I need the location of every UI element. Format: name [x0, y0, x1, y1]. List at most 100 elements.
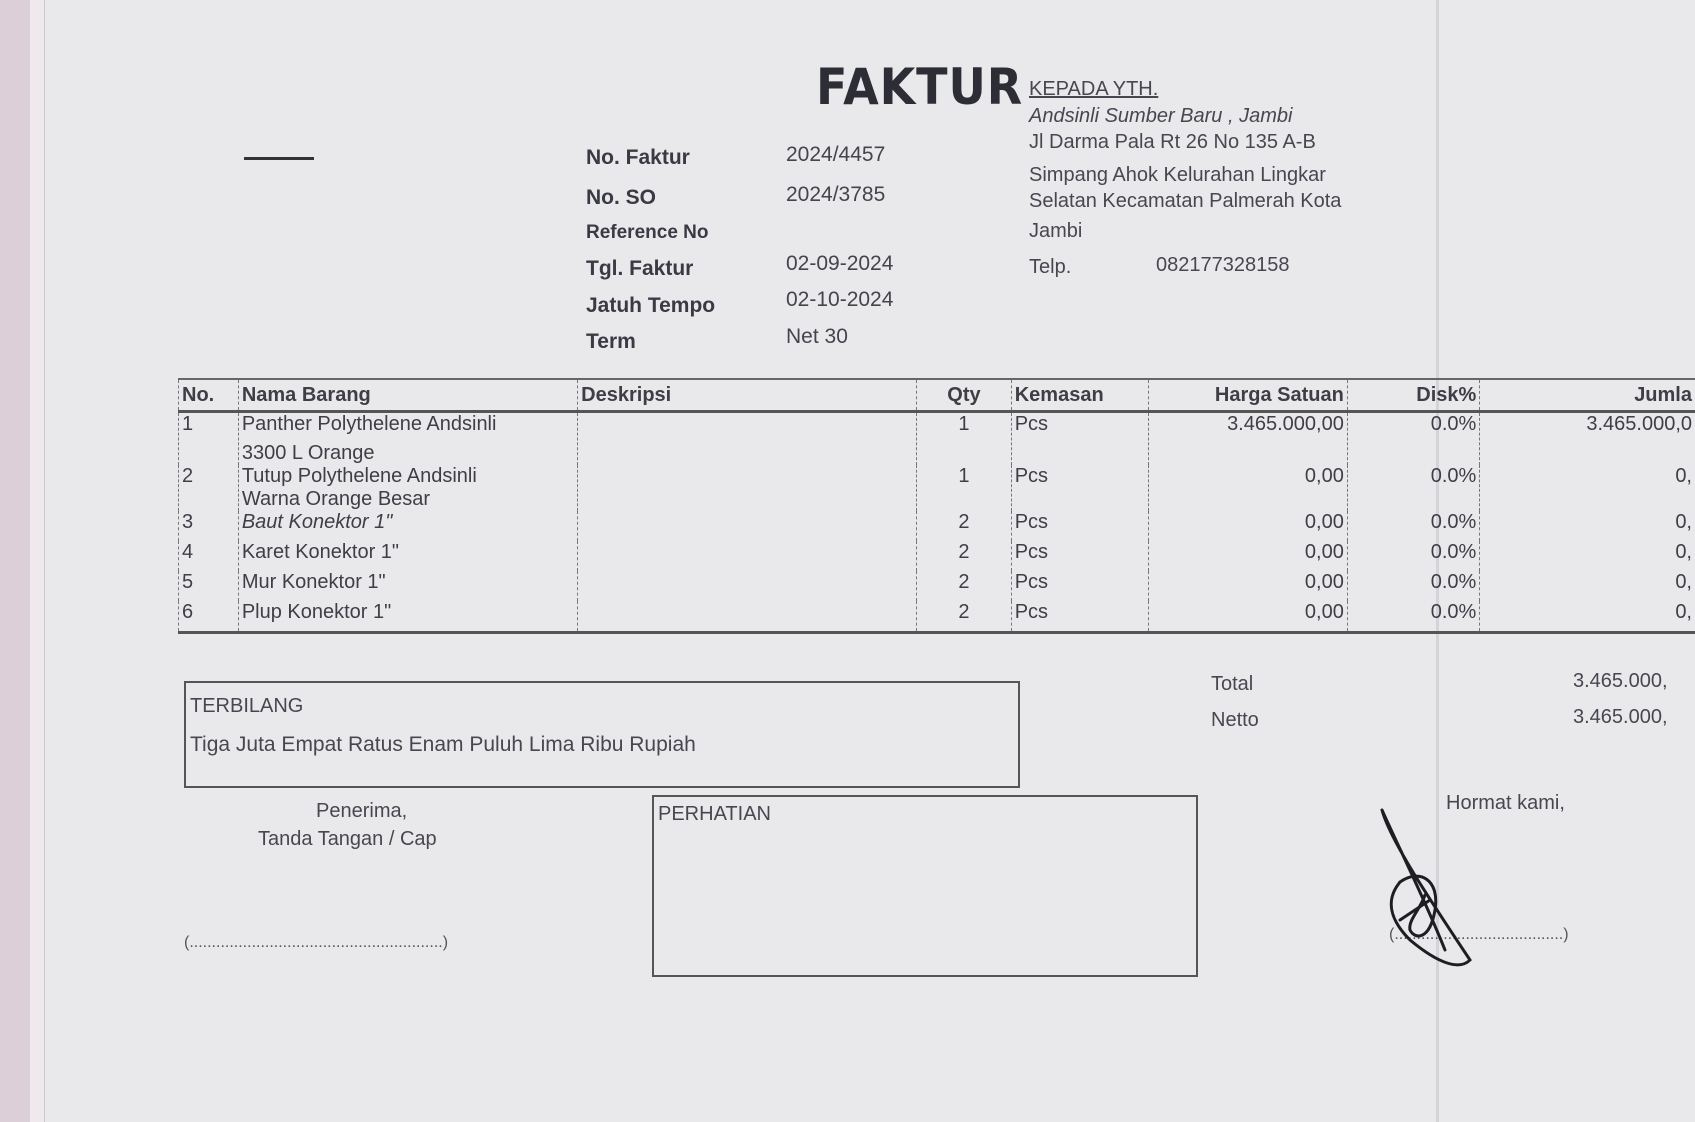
paper-margin	[30, 0, 45, 1122]
item-name-cont: Warna Orange Besar	[241, 488, 431, 510]
perhatian-label: PERHATIAN	[658, 803, 771, 825]
cell-no: 1	[178, 411, 239, 465]
table-row: 6 Plup Konektor 1" 2 Pcs 0,00 0.0% 0,	[178, 601, 1695, 634]
col-no: No.	[178, 378, 239, 413]
info-value: 02-09-2024	[786, 252, 894, 275]
cell-price: 0,00	[1148, 511, 1348, 541]
table-row: 2 Tutup Polythelene Andsinli Warna Orange…	[178, 465, 1695, 511]
table-row: 4 Karet Konektor 1" 2 Pcs 0,00 0.0% 0,	[178, 541, 1695, 571]
cell-disc: 0.0%	[1346, 541, 1480, 571]
cell-no: 3	[178, 511, 239, 541]
cell-qty: 1	[916, 465, 1012, 511]
sender-label: Hormat kami,	[1446, 792, 1565, 814]
cell-unit: Pcs	[1010, 511, 1149, 541]
cell-amount: 0,	[1479, 571, 1695, 601]
info-value: 2024/4457	[786, 143, 886, 166]
cell-name: Mur Konektor 1"	[237, 571, 578, 601]
col-desc: Deskripsi	[577, 378, 917, 413]
recipient-line: Simpang Ahok Kelurahan Lingkar	[1029, 164, 1326, 186]
info-label: Jatuh Tempo	[586, 294, 716, 317]
cell-amount: 0,	[1479, 511, 1695, 541]
cell-disc: 0.0%	[1346, 465, 1480, 511]
netto-value: 3.465.000,	[1573, 706, 1668, 728]
cell-unit: Pcs	[1010, 571, 1149, 601]
document-title: FAKTUR	[816, 58, 1024, 116]
terbilang-text: Tiga Juta Empat Ratus Enam Puluh Lima Ri…	[190, 733, 696, 756]
cell-name: Plup Konektor 1"	[237, 601, 578, 634]
cell-desc	[577, 571, 917, 601]
cell-name: Karet Konektor 1"	[237, 541, 578, 571]
cell-no: 6	[178, 601, 239, 634]
cell-unit: Pcs	[1010, 465, 1149, 511]
info-label: No. Faktur	[586, 146, 690, 169]
terbilang-label: TERBILANG	[190, 695, 304, 717]
col-unit: Kemasan	[1010, 378, 1149, 413]
cell-disc: 0.0%	[1346, 601, 1480, 634]
item-name: Tutup Polythelene Andsinli	[241, 465, 477, 487]
item-name: Panther Polythelene Andsinli	[241, 413, 497, 435]
cell-disc: 0.0%	[1346, 511, 1480, 541]
cell-amount: 0,	[1479, 465, 1695, 511]
recipient-line: Jambi	[1029, 220, 1083, 242]
cell-unit: Pcs	[1010, 601, 1149, 634]
cell-price: 0,00	[1148, 571, 1348, 601]
col-price: Harga Satuan	[1148, 378, 1348, 413]
item-name-cont: 3300 L Orange	[241, 442, 375, 464]
cell-price: 0,00	[1148, 601, 1348, 634]
cell-price: 3.465.000,00	[1148, 411, 1348, 465]
col-disc: Disk%	[1346, 378, 1480, 413]
recipient-line: Jl Darma Pala Rt 26 No 135 A-B	[1029, 131, 1316, 153]
cell-amount: 0,	[1479, 601, 1695, 634]
cell-disc: 0.0%	[1346, 411, 1480, 465]
cell-disc: 0.0%	[1346, 571, 1480, 601]
cell-amount: 0,	[1479, 541, 1695, 571]
cell-qty: 2	[916, 511, 1012, 541]
info-value: Net 30	[786, 325, 848, 348]
cell-unit: Pcs	[1010, 541, 1149, 571]
cell-desc	[577, 541, 917, 571]
cell-no: 5	[178, 571, 239, 601]
cell-desc	[577, 511, 917, 541]
terbilang-box: TERBILANG Tiga Juta Empat Ratus Enam Pul…	[184, 681, 1020, 788]
cell-qty: 2	[916, 571, 1012, 601]
cell-name: Tutup Polythelene Andsinli Warna Orange B…	[237, 465, 578, 511]
col-amount: Jumla	[1479, 378, 1695, 413]
cell-desc	[577, 465, 917, 511]
perhatian-box: PERHATIAN	[652, 795, 1198, 977]
info-label: Reference No	[586, 222, 709, 243]
items-table: No. Nama Barang Deskripsi Qty Kemasan Ha…	[178, 378, 1695, 634]
info-label: Term	[586, 330, 636, 353]
cell-name: Baut Konektor 1"	[237, 511, 578, 541]
recipient-line: Andsinli Sumber Baru , Jambi	[1029, 105, 1293, 127]
col-qty: Qty	[916, 378, 1012, 413]
recipient-line: Selatan Kecamatan Palmerah Kota	[1029, 190, 1342, 212]
pen-mark	[244, 157, 314, 160]
cell-unit: Pcs	[1010, 411, 1149, 465]
phone-value: 082177328158	[1156, 254, 1290, 276]
info-label: Tgl. Faktur	[586, 257, 694, 280]
table-header: No. Nama Barang Deskripsi Qty Kemasan Ha…	[178, 378, 1695, 413]
cell-amount: 3.465.000,0	[1479, 411, 1695, 465]
paper-edge	[0, 0, 30, 1122]
phone-label: Telp.	[1029, 256, 1072, 278]
cell-name: Panther Polythelene Andsinli 3300 L Orang…	[237, 411, 578, 465]
info-value: 2024/3785	[786, 183, 886, 206]
table-row: 3 Baut Konektor 1" 2 Pcs 0,00 0.0% 0,	[178, 511, 1695, 541]
recipient-heading: KEPADA YTH.	[1029, 78, 1159, 100]
cell-price: 0,00	[1148, 541, 1348, 571]
cell-no: 2	[178, 465, 239, 511]
receiver-line1: Penerima,	[316, 800, 408, 822]
info-label: No. SO	[586, 186, 657, 209]
cell-desc	[577, 601, 917, 634]
total-value: 3.465.000,	[1573, 670, 1668, 692]
receiver-signature-line: (.......................................…	[184, 934, 449, 951]
cell-desc	[577, 411, 917, 465]
col-name: Nama Barang	[237, 378, 578, 413]
cell-qty: 2	[916, 541, 1012, 571]
cell-price: 0,00	[1148, 465, 1348, 511]
cell-qty: 2	[916, 601, 1012, 634]
netto-label: Netto	[1211, 709, 1259, 731]
cell-no: 4	[178, 541, 239, 571]
table-row: 1 Panther Polythelene Andsinli 3300 L Ora…	[178, 411, 1695, 465]
signature-image	[1380, 808, 1472, 967]
